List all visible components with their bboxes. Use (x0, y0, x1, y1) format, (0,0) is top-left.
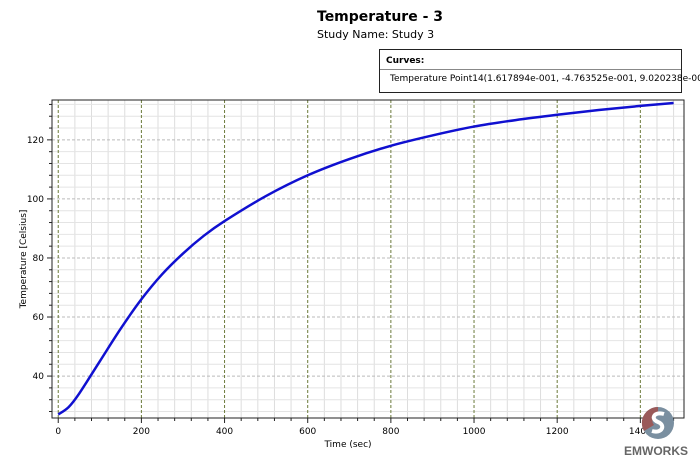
chart-title: Temperature - 3 (317, 9, 443, 25)
x-tick-label: 0 (55, 427, 61, 437)
series-line (57, 101, 674, 416)
logo-text: EMWORKS (624, 444, 688, 458)
plot-frame (51, 99, 685, 419)
x-tick-label: 400 (216, 427, 233, 437)
legend-label: Temperature Point14(1.617894e-001, -4.76… (390, 74, 700, 84)
emworks-logo-icon (640, 405, 676, 445)
y-tick-label: 80 (33, 254, 45, 264)
chart-subtitle: Study Name: Study 3 (317, 28, 435, 41)
x-tick-label: 1000 (463, 427, 486, 437)
y-axis-label: Temperature [Celsius] (19, 210, 29, 310)
x-tick-label: 200 (133, 427, 150, 437)
x-tick-label: 600 (299, 427, 316, 437)
legend: Curves: Temperature Point14(1.617894e-00… (379, 49, 700, 93)
y-tick-label: 40 (33, 372, 45, 382)
x-axis-label: Time (sec) (323, 440, 371, 450)
y-tick-label: 60 (33, 313, 45, 323)
legend-title: Curves: (380, 50, 681, 70)
x-tick-label: 1200 (546, 427, 569, 437)
legend-item[interactable]: Temperature Point14(1.617894e-001, -4.76… (380, 70, 700, 88)
y-tick-label: 100 (27, 195, 44, 205)
x-tick-label: 1400 (629, 427, 652, 437)
y-tick-label: 120 (27, 136, 44, 146)
x-tick-label: 800 (382, 427, 399, 437)
